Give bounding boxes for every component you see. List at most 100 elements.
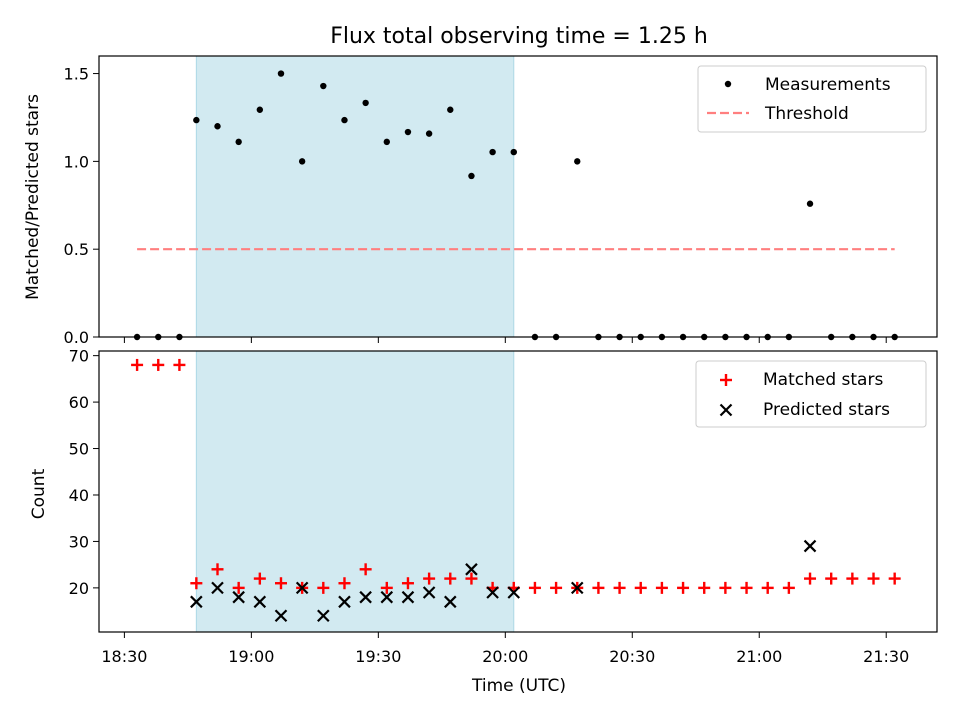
x-tick-label: 21:00 bbox=[736, 647, 782, 666]
cross-b bbox=[401, 590, 415, 604]
matched-star-point bbox=[592, 581, 605, 594]
measurement-point bbox=[383, 138, 390, 146]
x-tick-label: 20:00 bbox=[482, 647, 528, 666]
matched-star-point bbox=[888, 572, 901, 585]
legend-predicted-label: Predicted stars bbox=[763, 400, 890, 420]
top-legend: Measurements Threshold bbox=[697, 65, 927, 133]
measurement-point bbox=[341, 116, 348, 124]
measurement-point bbox=[235, 138, 242, 146]
predicted-star-point bbox=[486, 586, 499, 599]
measurement-point bbox=[574, 158, 581, 165]
cross-b bbox=[570, 581, 584, 595]
bottom-y-tick-label: 70 bbox=[69, 347, 89, 366]
legend-measurements-label: Measurements bbox=[765, 75, 891, 95]
cross-b bbox=[232, 590, 245, 604]
measurement-point bbox=[277, 70, 285, 77]
legend-predicted-marker bbox=[719, 403, 733, 417]
legend-matched-label: Matched stars bbox=[763, 370, 883, 390]
x-tick-label: 19:00 bbox=[228, 647, 274, 666]
cross-b bbox=[253, 595, 267, 609]
predicted-star-point bbox=[359, 590, 372, 604]
matched-star-point bbox=[677, 581, 690, 594]
cross-b bbox=[719, 403, 733, 417]
matched-star-point bbox=[253, 572, 266, 585]
measurement-point bbox=[193, 116, 200, 124]
bottom-axes-frame bbox=[98, 350, 938, 633]
matched-star-point bbox=[274, 577, 287, 590]
matched-star-point bbox=[804, 572, 817, 585]
matched-star-point bbox=[825, 572, 838, 585]
cross-b bbox=[380, 590, 394, 604]
measurement-point bbox=[298, 158, 306, 165]
predicted-star-point bbox=[465, 563, 478, 576]
top-y-tick-label: 0.0 bbox=[64, 328, 89, 347]
top-axes-frame bbox=[98, 55, 938, 338]
bottom-y-tick-label: 20 bbox=[69, 579, 89, 598]
cross-b bbox=[359, 590, 372, 604]
bottom-panel: 20 30 40 50 60 70 18:30 19:00 19:30 20:00 20:30 21:… bbox=[69, 347, 938, 666]
matched-star-point bbox=[211, 563, 224, 576]
predicted-star-point bbox=[338, 595, 351, 609]
measurement-point bbox=[425, 130, 433, 137]
cross-b bbox=[338, 595, 351, 609]
matched-star-point bbox=[131, 358, 144, 371]
top-highlight-span bbox=[195, 55, 515, 338]
top-y-tick-label: 1.0 bbox=[64, 152, 89, 171]
measurement-point bbox=[404, 128, 412, 136]
predicted-star-point bbox=[232, 590, 245, 604]
predicted-star-point bbox=[401, 590, 415, 604]
top-legend-box bbox=[697, 65, 927, 133]
predicted-star-point bbox=[211, 581, 224, 595]
measurement-point bbox=[214, 123, 221, 130]
top-y-axis-label: Matched/Predicted stars bbox=[23, 94, 43, 300]
cross-b bbox=[422, 586, 436, 599]
cross-b bbox=[317, 609, 330, 623]
predicted-star-point bbox=[507, 586, 521, 599]
matched-star-point bbox=[528, 581, 541, 594]
measurement-point bbox=[320, 82, 327, 90]
bottom-highlight-span bbox=[195, 350, 515, 633]
measurement-point bbox=[489, 148, 496, 156]
measurement-point bbox=[362, 99, 369, 107]
cross-b bbox=[274, 609, 288, 623]
legend-matched-marker bbox=[720, 374, 732, 386]
matched-star-point bbox=[401, 577, 414, 590]
matched-star-point bbox=[782, 581, 795, 594]
matched-star-point bbox=[190, 577, 203, 590]
top-y-tick-label: 0.5 bbox=[64, 240, 89, 259]
predicted-star-point bbox=[317, 609, 330, 623]
matched-star-point bbox=[867, 572, 880, 585]
matched-star-point bbox=[444, 572, 457, 585]
x-axis-label: Time (UTC) bbox=[471, 676, 566, 696]
matched-star-point bbox=[761, 581, 774, 594]
cross-b bbox=[190, 595, 203, 609]
matched-star-point bbox=[655, 581, 668, 594]
predicted-star-point bbox=[422, 586, 436, 599]
legend-measurements-marker bbox=[724, 80, 732, 88]
top-y-tick-label: 1.5 bbox=[64, 65, 89, 84]
bottom-y-tick-label: 50 bbox=[69, 440, 89, 459]
matched-star-point bbox=[232, 581, 245, 594]
x-tick-label: 20:30 bbox=[609, 647, 655, 666]
cross-b bbox=[507, 586, 521, 599]
measurement-point bbox=[256, 106, 264, 113]
matched-star-point bbox=[173, 358, 186, 371]
measurement-point bbox=[510, 148, 517, 156]
measurement-point bbox=[447, 106, 454, 113]
measurement-point bbox=[468, 172, 475, 180]
predicted-star-point bbox=[295, 581, 309, 595]
bottom-y-tick-label: 40 bbox=[69, 486, 89, 505]
cross-b bbox=[295, 581, 309, 595]
matched-star-point bbox=[423, 572, 436, 585]
predicted-star-point bbox=[570, 581, 584, 595]
matched-star-point bbox=[317, 581, 330, 594]
predicted-star-point bbox=[380, 590, 394, 604]
predicted-star-point bbox=[803, 539, 817, 553]
predicted-star-point bbox=[444, 595, 457, 609]
matched-star-point bbox=[698, 581, 711, 594]
predicted-star-point bbox=[274, 609, 288, 623]
chart-title: Flux total observing time = 1.25 h bbox=[330, 24, 708, 49]
bottom-y-axis-label: Count bbox=[29, 468, 49, 519]
top-panel: 0.0 0.5 1.0 1.5 Measurements Threshold bbox=[64, 55, 938, 347]
